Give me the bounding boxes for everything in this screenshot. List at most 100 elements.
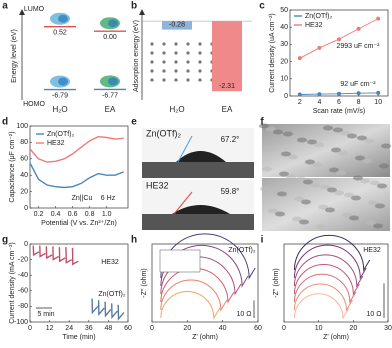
grain: [329, 167, 339, 173]
grain: [377, 183, 387, 189]
grain: [259, 123, 269, 129]
grain: [338, 150, 348, 156]
point: [317, 92, 322, 97]
x-tick-label: 36: [85, 325, 93, 332]
point: [297, 56, 302, 61]
y-tick-label: 40: [20, 172, 28, 179]
annotation: HE32: [101, 259, 119, 266]
plot-frame: [283, 243, 389, 323]
y-tick-label: 0: [284, 93, 288, 100]
panel-label: g: [2, 235, 8, 246]
impedance-arc: [160, 279, 228, 312]
y-tick-label: 20: [20, 188, 28, 195]
atom: [186, 60, 190, 64]
grain: [334, 190, 344, 196]
grain: [294, 196, 304, 202]
x-tick-label: 24: [65, 325, 73, 332]
grain: [336, 170, 346, 176]
atom: [186, 51, 190, 55]
grain: [301, 199, 311, 205]
grain: [325, 207, 335, 213]
grain: [279, 171, 289, 177]
grain: [273, 129, 283, 135]
x-tick-label: 4: [317, 99, 321, 106]
arrow: [19, 9, 25, 15]
atom: [162, 69, 166, 73]
grain: [364, 138, 374, 144]
atom: [198, 60, 202, 64]
grain: [260, 186, 270, 192]
value-label: -0.28: [169, 21, 185, 28]
x-tick-label: 20: [349, 325, 357, 332]
atom: [186, 78, 190, 82]
orbital: [58, 14, 68, 23]
angle-label: 59.8°: [221, 187, 240, 196]
x-axis-label: Z' (ohm): [192, 334, 218, 341]
point: [337, 37, 341, 42]
lumo-label: LUMO: [24, 6, 45, 13]
x-tick-label: 2: [298, 99, 302, 106]
y-tick-label: -100: [14, 319, 28, 326]
grain: [333, 127, 343, 133]
image-label: HE32: [146, 180, 169, 190]
x-tick-label: H₂O: [169, 105, 184, 114]
y-tick-label: 10: [280, 76, 288, 83]
y-axis-label: Energy level (eV): [11, 29, 18, 83]
grain: [290, 134, 300, 140]
impedance-arc: [293, 244, 367, 280]
atom: [162, 78, 166, 82]
grain: [342, 212, 352, 218]
x-tick-label: 12: [46, 325, 54, 332]
x-tick-label: 6: [337, 99, 341, 106]
grain: [355, 155, 365, 161]
scale-label: 10 Ω: [237, 311, 252, 318]
point: [317, 45, 322, 50]
x-tick-label: 10: [374, 99, 382, 106]
grain: [373, 223, 383, 229]
x-tick-label: 0.4: [51, 211, 61, 218]
point: [337, 91, 341, 96]
atom: [198, 51, 202, 55]
grain: [310, 182, 320, 188]
panel-label: i: [261, 235, 264, 246]
grain: [307, 139, 317, 145]
droplet: [176, 151, 226, 162]
grain: [381, 143, 391, 149]
x-tick-label: 1.0: [102, 211, 112, 218]
y-tick-label: 0: [24, 205, 28, 212]
atom: [174, 60, 178, 64]
panel-label: b: [131, 1, 137, 12]
grain: [360, 178, 370, 184]
annotation: Zn(OTf)₂: [98, 291, 125, 298]
series-line: [29, 135, 124, 163]
x-tick-label: 30: [384, 325, 392, 332]
point: [356, 91, 361, 96]
atom: [198, 69, 202, 73]
x-tick-label: 0.6: [68, 211, 78, 218]
y-tick-label: 80: [20, 139, 28, 146]
point: [376, 90, 381, 95]
grain: [268, 208, 278, 214]
droplet: [172, 205, 230, 214]
y-tick-label: -20: [18, 256, 28, 263]
orbital: [108, 77, 118, 86]
y-tick-label: -60: [18, 288, 28, 295]
value-label: -6.77: [102, 92, 118, 99]
legend-label: HE32: [305, 22, 323, 29]
panel-label: e: [131, 117, 137, 128]
panel-title: HE32: [363, 247, 381, 254]
annotation: 92 uF cm⁻²: [340, 81, 376, 88]
value-label: -6.79: [52, 92, 68, 99]
x-tick-label: 60: [254, 325, 262, 332]
grain: [292, 216, 302, 222]
homo-label: HOMO: [23, 101, 45, 108]
annotation: 2993 uF cm⁻²: [337, 43, 381, 50]
legend-label: HE32: [47, 140, 65, 147]
x-tick-label: 60: [124, 325, 132, 332]
series-line: [91, 298, 125, 321]
x-tick-label: EA: [105, 105, 116, 114]
atom: [186, 42, 190, 46]
grain: [323, 125, 333, 131]
panel-label: a: [2, 1, 8, 12]
point: [356, 26, 361, 31]
